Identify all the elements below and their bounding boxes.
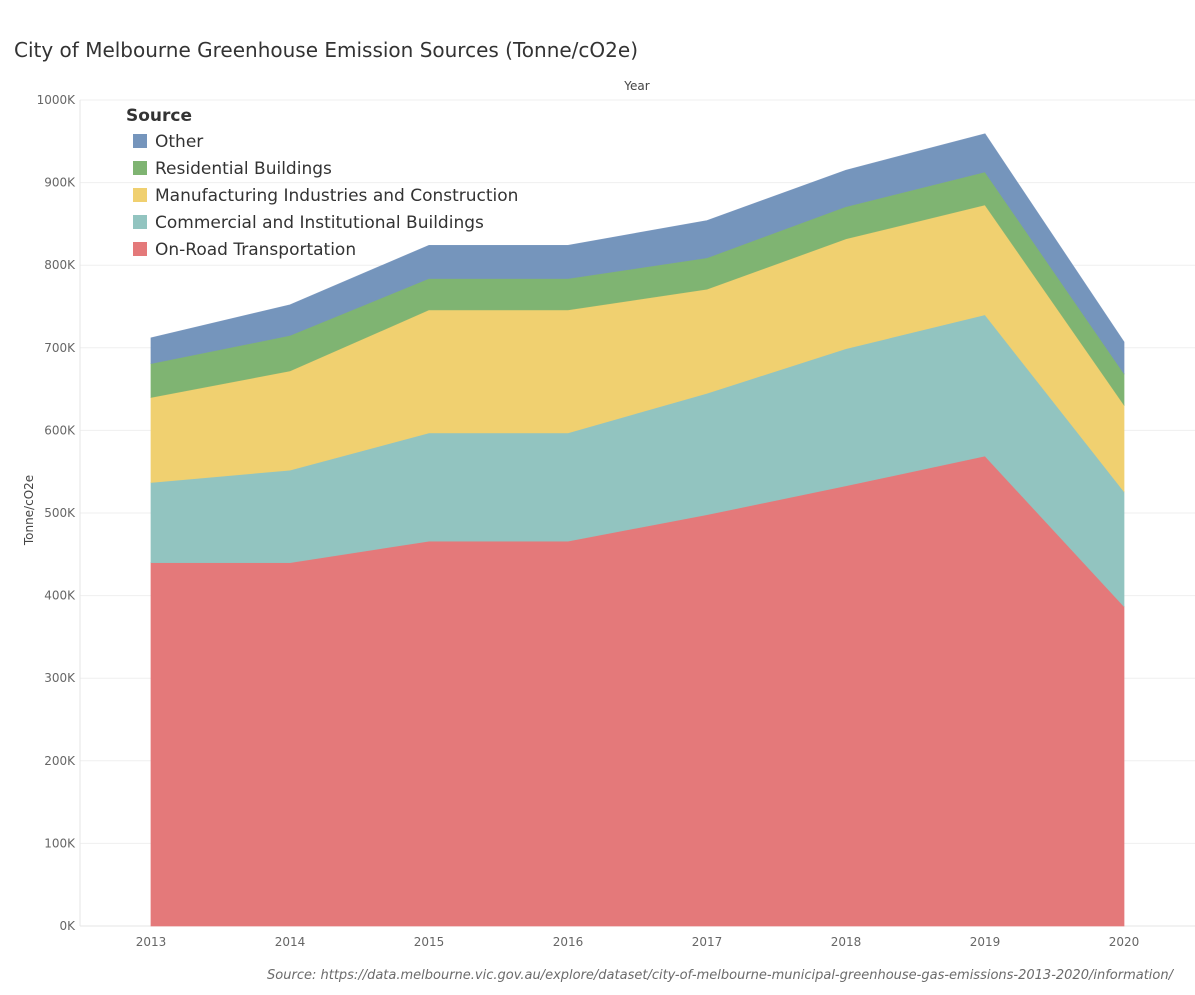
y-tick-label: 200K [44,754,76,768]
area-layers [150,133,1125,927]
chart-title: City of Melbourne Greenhouse Emission So… [14,38,638,62]
y-tick-label: 400K [44,589,76,603]
y-tick-label: 0K [59,919,76,933]
x-tick-label: 2018 [831,935,862,949]
x-tick-label: 2016 [553,935,584,949]
y-tick-label: 1000K [37,93,77,107]
y-tick-label: 300K [44,671,76,685]
area-other[interactable] [150,133,1125,375]
x-tick-label: 2019 [970,935,1001,949]
stacked-area-chart: Year 0K 100K 200K 300K 400K 500K 600K 700K 800K 9… [22,79,1195,949]
legend-item-label[interactable]: Manufacturing Industries and Constructio… [155,186,518,206]
x-tick-label: 2020 [1109,935,1140,949]
y-tick-label: 100K [44,836,76,850]
x-tick-label: 2014 [275,935,306,949]
legend-swatch [133,215,147,229]
legend-swatch [133,161,147,175]
y-tick-label: 900K [44,176,76,190]
legend-title: Source [126,106,192,126]
legend[interactable]: Source Other Residential Buildings Manufac… [126,106,518,260]
top-axis-label: Year [623,79,649,93]
y-tick-label: 800K [44,258,76,272]
legend-swatch [133,242,147,256]
y-axis-ticks: 0K 100K 200K 300K 400K 500K 600K 700K 800K 900K 10… [37,93,77,933]
source-note[interactable]: Source: https://data.melbourne.vic.gov.a… [267,968,1173,983]
y-tick-label: 700K [44,341,76,355]
legend-swatch [133,134,147,148]
y-tick-label: 600K [44,423,76,437]
legend-item-label[interactable]: Residential Buildings [155,159,332,179]
legend-item-label[interactable]: Other [155,132,203,152]
x-axis-ticks: 2013 2014 2015 2016 2017 2018 2019 2020 [136,935,1140,949]
legend-swatch [133,188,147,202]
x-tick-label: 2015 [414,935,445,949]
y-tick-label: 500K [44,506,76,520]
y-axis-title: Tonne/cO2e [22,475,36,546]
legend-item-label[interactable]: Commercial and Institutional Buildings [155,213,484,233]
x-tick-label: 2017 [692,935,723,949]
x-tick-label: 2013 [136,935,167,949]
legend-item-label[interactable]: On-Road Transportation [155,240,356,260]
